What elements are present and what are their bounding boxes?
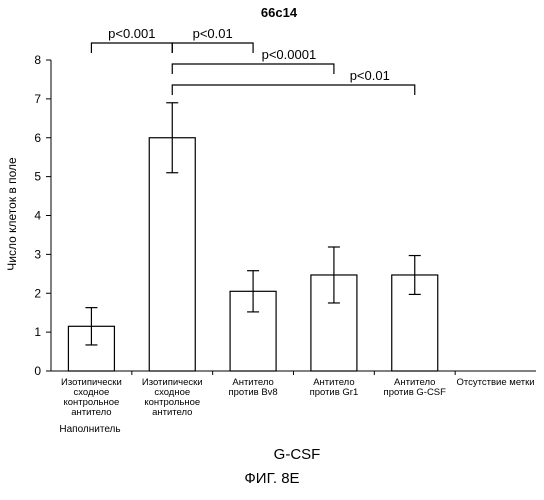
y-tick-label: 4 <box>34 209 41 223</box>
group-label: Наполнитель <box>59 424 120 435</box>
y-tick-label: 8 <box>34 53 41 67</box>
significance-bracket <box>91 43 172 53</box>
y-tick-label: 7 <box>34 92 41 106</box>
y-tick-label: 3 <box>34 247 41 261</box>
p-value-label: p<0.0001 <box>262 47 317 62</box>
x-tick-label: Антителопротив G-CSF <box>384 377 447 398</box>
x-tick-label: Антителопротив Bv8 <box>228 377 277 398</box>
x-tick-label: Антителопротив Gr1 <box>310 377 359 398</box>
x-tick-label: Изотипическисходноеконтрольноеантитело <box>142 377 203 418</box>
x-axis-label: G-CSF <box>274 446 321 463</box>
p-value-label: p<0.01 <box>193 26 233 41</box>
x-tick-label: Отсутствие метки <box>457 377 535 388</box>
y-tick-label: 0 <box>34 364 41 378</box>
significance-bracket <box>172 85 415 95</box>
p-value-label: p<0.01 <box>350 68 390 83</box>
y-tick-label: 6 <box>34 131 41 145</box>
x-tick-label: Изотипическисходноеконтрольноеантитело <box>61 377 122 418</box>
bar-chart: 66c14 Число клеток в поле G-CSF Наполнит… <box>0 0 544 470</box>
p-value-label: p<0.001 <box>108 26 155 41</box>
y-tick-label: 1 <box>34 325 41 339</box>
y-tick-label: 5 <box>34 170 41 184</box>
chart-title: 66c14 <box>261 5 298 20</box>
plot-area: 0 1 2 3 4 5 6 7 8 Изотипическисходноеконтрольноеа… <box>34 26 536 418</box>
significance-bracket <box>172 64 334 74</box>
significance-bracket <box>172 43 253 53</box>
figure-caption: ФИГ. 8E <box>0 470 544 487</box>
y-tick-label: 2 <box>34 286 41 300</box>
y-axis-label: Число клеток в поле <box>5 157 19 271</box>
